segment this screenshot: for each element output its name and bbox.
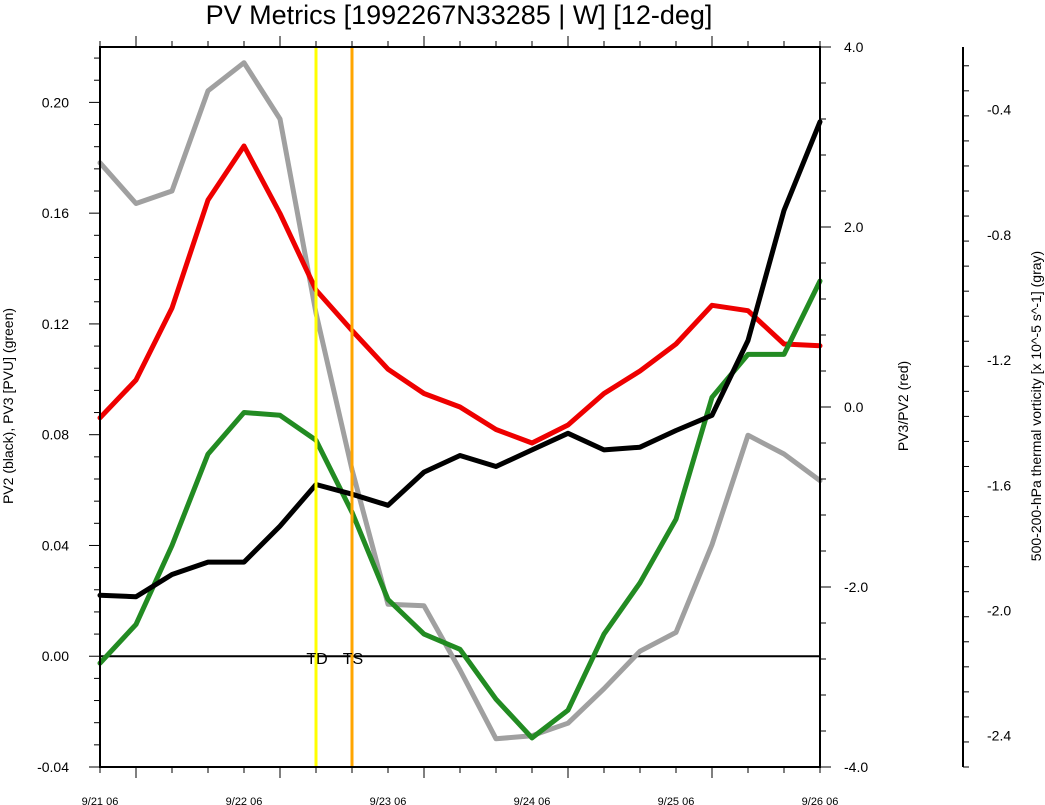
x-axis-tick-label: 9/23 06	[370, 796, 407, 805]
series-layer	[97, 60, 823, 742]
pv2-line	[97, 119, 823, 600]
far-right-axis-tick-label: -1.6	[987, 477, 1011, 493]
far-right-axis-tick-label: -0.4	[987, 102, 1011, 118]
far-right-axis-title: 500-200-hPa thermal vorticity [x 10^-5 s…	[1028, 251, 1044, 561]
right-axis-title: PV3/PV2 (red)	[895, 361, 911, 451]
left-axis-tick-label: 0.04	[42, 537, 69, 553]
pv3-pv2-ratio-line	[97, 143, 823, 446]
right-axis-tick-label: 0.0	[844, 399, 864, 415]
event-label-ts: TS	[343, 651, 363, 668]
event-label-td: TD	[306, 651, 327, 668]
left-axis-tick-label: -0.04	[37, 759, 69, 775]
right-axis-tick-label: -4.0	[844, 759, 868, 775]
right-axis-tick-label: 2.0	[844, 219, 864, 235]
left-axis-tick-label: 0.12	[42, 316, 69, 332]
event-line-layer: TD TS	[306, 47, 363, 767]
axis-layer: -0.04 0.00 0.04 0.08 0.12 0.16 0.20 -4.0 -2.0 0.0…	[37, 36, 1011, 805]
left-axis-tick-label: 0.16	[42, 205, 69, 221]
left-axis-tick-label: 0.00	[42, 648, 69, 664]
thermal-vorticity-line	[97, 60, 823, 742]
far-right-axis-tick-label: -1.2	[987, 352, 1011, 368]
right-axis-tick-label: -2.0	[844, 579, 868, 595]
x-axis-tick-label: 9/24 06	[514, 796, 551, 805]
far-right-axis-tick-label: -2.0	[987, 602, 1011, 618]
left-axis-title: PV2 (black), PV3 [PVU] (green)	[0, 308, 16, 504]
chart-title: PV Metrics [1992267N33285 | W] [12-deg]	[206, 0, 713, 30]
far-right-axis-tick-label: -2.4	[987, 728, 1011, 744]
pv3-line	[97, 278, 823, 741]
right-axis-tick-label: 4.0	[844, 39, 864, 55]
left-axis-tick-label: 0.20	[42, 94, 69, 110]
x-axis-tick-label: 9/21 06	[82, 796, 119, 805]
x-axis-tick-label: 9/22 06	[226, 796, 263, 805]
x-axis-tick-label: 9/26 06	[802, 796, 839, 805]
x-axis-tick-label: 9/25 06	[658, 796, 695, 805]
left-axis-tick-label: 0.08	[42, 427, 69, 443]
far-right-axis-tick-label: -0.8	[987, 227, 1011, 243]
